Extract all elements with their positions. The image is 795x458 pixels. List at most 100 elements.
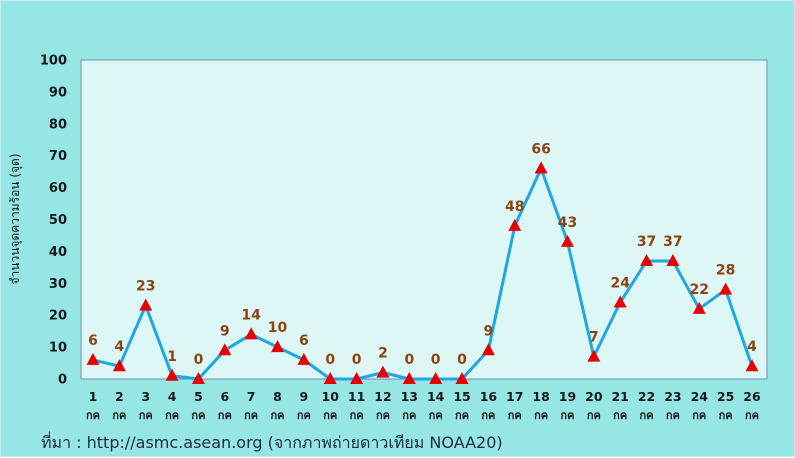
y-axis-title: จำนวนจุดความร้อน (จุด) [8, 153, 23, 284]
y-tick-label: 10 [49, 341, 67, 356]
data-label: 66 [531, 141, 550, 157]
x-tick-label: 5 [194, 389, 203, 404]
y-tick-label: 50 [49, 213, 67, 228]
x-tick-unit: กค [745, 409, 759, 422]
data-label: 4 [114, 339, 124, 355]
x-tick-label: 4 [168, 389, 177, 404]
data-point-marker [560, 234, 574, 247]
x-tick-label: 16 [480, 389, 498, 404]
data-label: 0 [352, 352, 362, 368]
data-point-marker [323, 372, 337, 384]
data-label: 23 [136, 279, 155, 295]
x-tick-label: 6 [220, 389, 229, 404]
data-point-marker [165, 368, 179, 381]
data-point-marker [455, 372, 469, 384]
data-label: 6 [299, 333, 309, 349]
data-point-marker [139, 298, 153, 311]
x-tick-unit: กค [86, 409, 100, 422]
y-tick-label: 60 [49, 181, 67, 196]
y-tick-label: 80 [49, 117, 67, 132]
source-note: ที่มา : http://asmc.asean.org (จากภาพถ่า… [41, 433, 503, 452]
data-label: 37 [637, 234, 656, 250]
y-tick-label: 20 [49, 309, 67, 324]
x-tick-label: 24 [691, 389, 709, 404]
data-point-marker [297, 352, 311, 365]
data-point-marker [112, 359, 126, 372]
x-tick-label: 11 [348, 389, 365, 404]
x-tick-label: 17 [506, 389, 523, 404]
data-label: 4 [747, 339, 757, 355]
x-tick-label: 21 [611, 389, 628, 404]
data-label: 14 [241, 307, 261, 323]
x-tick-unit: กค [534, 409, 548, 422]
x-tick-unit: กค [191, 409, 205, 422]
x-tick-label: 12 [374, 389, 391, 404]
x-tick-unit: กค [402, 409, 416, 422]
data-label: 0 [194, 352, 204, 368]
x-tick-unit: กค [481, 409, 495, 422]
y-tick-label: 70 [49, 149, 67, 164]
series-line [92, 167, 754, 381]
y-tick-label: 30 [49, 277, 67, 292]
data-label: 7 [589, 330, 599, 346]
x-tick-label: 22 [638, 389, 655, 404]
x-tick-unit: กค [139, 409, 153, 422]
data-markers [86, 161, 759, 384]
x-tick-unit: กค [613, 409, 627, 422]
data-point-marker [587, 349, 601, 362]
data-point-marker [218, 343, 232, 356]
x-tick-unit: กค [587, 409, 601, 422]
data-point-marker [534, 161, 548, 174]
data-point-marker [613, 295, 627, 308]
data-label: 0 [457, 352, 467, 368]
x-tick-label: 13 [401, 389, 418, 404]
data-label: 10 [268, 320, 288, 336]
data-point-marker [271, 340, 285, 353]
data-label: 9 [484, 323, 494, 339]
x-tick-unit: กค [692, 409, 706, 422]
x-tick-label: 15 [453, 389, 470, 404]
data-point-marker [508, 218, 522, 231]
data-point-marker [666, 253, 680, 266]
data-point-marker [640, 253, 654, 266]
y-tick-label: 90 [49, 85, 67, 100]
x-tick-unit: กค [666, 409, 680, 422]
x-tick-unit: กค [376, 409, 390, 422]
data-label: 48 [505, 199, 524, 215]
data-label: 9 [220, 323, 230, 339]
x-tick-unit: กค [560, 409, 574, 422]
x-tick-label: 19 [559, 389, 576, 404]
data-point-marker [376, 365, 390, 378]
x-tick-label: 9 [300, 389, 309, 404]
x-tick-label: 2 [115, 389, 124, 404]
x-axis-ticks: 1 กค 2 กค 3 กค 4 กค 5 กค 6 กค 7 กค 8 กค 9 กค 10 กค 11 กค 12 กค 1… [86, 389, 761, 422]
x-tick-unit: กค [218, 409, 232, 422]
data-label: 28 [716, 263, 735, 279]
data-label: 22 [690, 282, 709, 298]
x-tick-unit: กค [297, 409, 311, 422]
data-label: 6 [88, 333, 98, 349]
data-point-marker [402, 372, 416, 384]
data-label: 43 [558, 215, 577, 231]
y-axis-ticks: 0 10 20 30 40 50 60 70 80 90 100 [40, 54, 67, 388]
x-tick-unit: กค [455, 409, 469, 422]
data-point-marker [429, 372, 443, 384]
data-label: 37 [663, 234, 682, 250]
x-tick-unit: กค [719, 409, 733, 422]
x-tick-label: 20 [585, 389, 603, 404]
data-label: 0 [404, 352, 414, 368]
x-tick-label: 7 [247, 389, 256, 404]
x-tick-label: 26 [743, 389, 761, 404]
x-tick-label: 25 [717, 389, 734, 404]
x-tick-unit: กค [350, 409, 364, 422]
x-tick-unit: กค [323, 409, 337, 422]
data-point-marker [350, 372, 364, 384]
x-tick-unit: กค [271, 409, 285, 422]
data-point-marker [692, 301, 706, 314]
data-point-marker [86, 352, 100, 365]
x-tick-unit: กค [165, 409, 179, 422]
y-tick-label: 0 [58, 373, 67, 388]
